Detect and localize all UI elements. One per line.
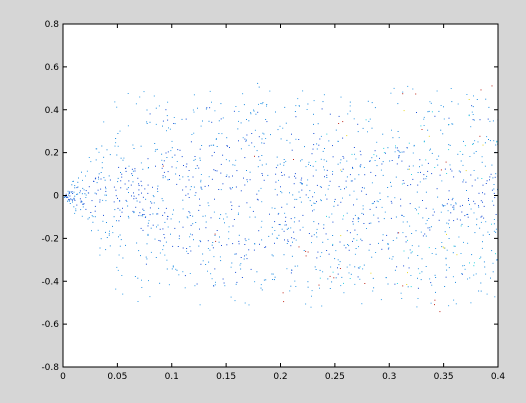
x-axis: 0 0.05 0.1 0.15 0.2 0.25 0.3 0.35 0.4	[60, 24, 505, 382]
y-tick-label: -0.4	[41, 277, 59, 287]
y-tick-label: -0.2	[41, 234, 59, 244]
point-cloud-upper-band	[149, 105, 489, 126]
point-cloud-lower-red-wing	[339, 268, 441, 313]
point-cloud-upper-yellow-mix	[340, 135, 484, 172]
point-cloud-lower-red-mix	[214, 232, 400, 257]
y-axis: -0.8 -0.6 -0.4 -0.2 0 0.2 0.4 0.6 0.8	[41, 20, 498, 373]
point-cloud-lower-inner-wing	[370, 272, 408, 285]
x-tick-label: 0.25	[325, 372, 345, 382]
point-cloud-dense-core	[64, 133, 498, 260]
point-cloud-upper-fin	[257, 82, 324, 103]
axes-background	[63, 24, 498, 367]
x-tick-label: 0	[60, 372, 66, 382]
point-cloud-main-body	[64, 98, 498, 293]
x-tick-label: 0.35	[434, 372, 454, 382]
point-cloud-outer-envelope	[63, 85, 498, 308]
x-tick-label: 0.3	[382, 372, 396, 382]
scatter-points	[63, 82, 498, 313]
y-tick-label: 0.8	[45, 20, 60, 30]
point-cloud-lower-yellow-mix	[340, 233, 458, 274]
y-tick-label: -0.6	[41, 320, 59, 330]
x-tick-label: 0.1	[165, 372, 179, 382]
point-cloud-upper-red-mix	[162, 129, 481, 171]
point-cloud-lower-band	[145, 263, 463, 289]
point-cloud-upper-red-wing	[338, 85, 493, 124]
y-tick-label: 0	[53, 192, 59, 202]
x-tick-label: 0.2	[273, 372, 287, 382]
point-cloud-upper-cyan-mix	[315, 111, 498, 185]
y-tick-label: 0.2	[45, 149, 59, 159]
y-tick-label: -0.8	[41, 363, 59, 373]
x-tick-label: 0.15	[216, 372, 236, 382]
point-cloud-lower-cyan-mix	[319, 213, 496, 288]
point-cloud-lower-fin	[282, 275, 335, 303]
x-tick-label: 0.05	[107, 372, 127, 382]
x-tick-label: 0.4	[491, 372, 506, 382]
point-cloud-upper-inner-wing	[403, 99, 470, 112]
y-tick-label: 0.6	[45, 63, 60, 73]
y-tick-label: 0.4	[45, 106, 60, 116]
